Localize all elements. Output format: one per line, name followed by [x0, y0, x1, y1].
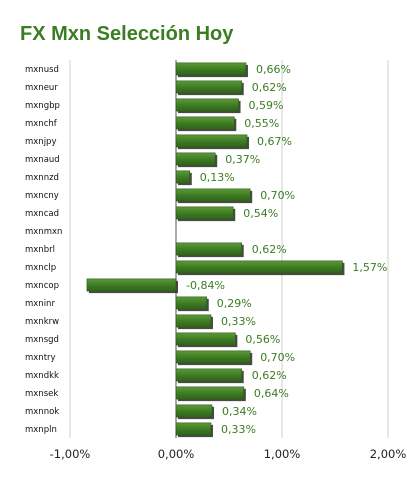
bar	[175, 404, 213, 418]
bar	[175, 116, 235, 130]
value-label: 0,33%	[221, 423, 256, 436]
category-label: mxnjpy	[25, 137, 57, 147]
category-label: mxnclp	[25, 263, 56, 273]
category-label: mxnusd	[25, 65, 59, 75]
value-label: 1,57%	[352, 261, 387, 274]
category-label: mxntry	[25, 353, 56, 363]
category-label: mxnsgd	[25, 335, 59, 345]
category-label: mxnkrw	[25, 317, 59, 327]
value-label: 0,70%	[260, 351, 295, 364]
category-label: mxngbp	[25, 101, 60, 111]
value-label: 0,54%	[243, 207, 278, 220]
bar	[175, 62, 247, 76]
value-label: 0,29%	[217, 297, 252, 310]
value-label: 0,70%	[260, 189, 295, 202]
value-label: 0,56%	[245, 333, 280, 346]
bar	[175, 332, 236, 346]
value-label: 0,62%	[252, 369, 287, 382]
bar	[175, 80, 243, 94]
bar	[175, 98, 239, 112]
bar	[175, 260, 343, 274]
value-label: 0,37%	[225, 153, 260, 166]
bar	[175, 422, 212, 436]
category-label: mxneur	[25, 83, 58, 93]
category-label: mxnpln	[25, 425, 57, 435]
bar	[86, 278, 177, 292]
value-label: 0,59%	[249, 99, 284, 112]
value-label: 0,64%	[254, 387, 289, 400]
value-labels: 0,66% 0,62% 0,59% 0,55% 0,67% 0,37% 0,13% 0,70%…	[186, 63, 387, 436]
bar	[175, 134, 248, 148]
value-label: -0,84%	[186, 279, 225, 292]
category-labels: mxnusd mxneur mxngbp mxnchf mxnjpy mxnaud mxnn…	[25, 65, 62, 435]
value-label: 0,55%	[244, 117, 279, 130]
value-label: 0,33%	[221, 315, 256, 328]
x-axis-tick-labels: -1,00% 0,00% 1,00% 2,00%	[50, 447, 407, 461]
category-label: mxnsek	[25, 389, 58, 399]
category-label: mxnaud	[25, 155, 60, 165]
bar	[175, 314, 212, 328]
value-label: 0,66%	[256, 63, 291, 76]
bar	[175, 368, 243, 382]
category-label: mxnnok	[25, 407, 59, 417]
bar	[175, 386, 245, 400]
bar	[175, 350, 251, 364]
chart-title: FX Mxn Selección Hoy	[20, 23, 234, 45]
x-tick-label: -1,00%	[50, 447, 91, 461]
category-label: mxncad	[25, 209, 59, 219]
bar	[175, 170, 191, 184]
category-label: mxncny	[25, 191, 59, 201]
x-tick-label: 1,00%	[264, 447, 301, 461]
category-label: mxnmxn	[25, 227, 62, 237]
bars	[86, 62, 345, 438]
bar	[175, 242, 243, 256]
category-label: mxnchf	[25, 119, 58, 129]
category-label: mxnbrl	[25, 245, 55, 255]
value-label: 0,13%	[200, 171, 235, 184]
bar	[175, 206, 234, 220]
x-tick-label: 0,00%	[158, 447, 195, 461]
value-label: 0,62%	[252, 81, 287, 94]
category-label: mxninr	[25, 299, 55, 309]
bar	[175, 188, 251, 202]
bar	[175, 296, 208, 310]
bar	[175, 152, 216, 166]
value-label: 0,62%	[252, 243, 287, 256]
x-tick-label: 2,00%	[370, 447, 407, 461]
category-label: mxncop	[25, 281, 59, 291]
category-label: mxndkk	[25, 371, 59, 381]
value-label: 0,34%	[222, 405, 257, 418]
value-label: 0,67%	[257, 135, 292, 148]
category-label: mxnnzd	[25, 173, 59, 183]
